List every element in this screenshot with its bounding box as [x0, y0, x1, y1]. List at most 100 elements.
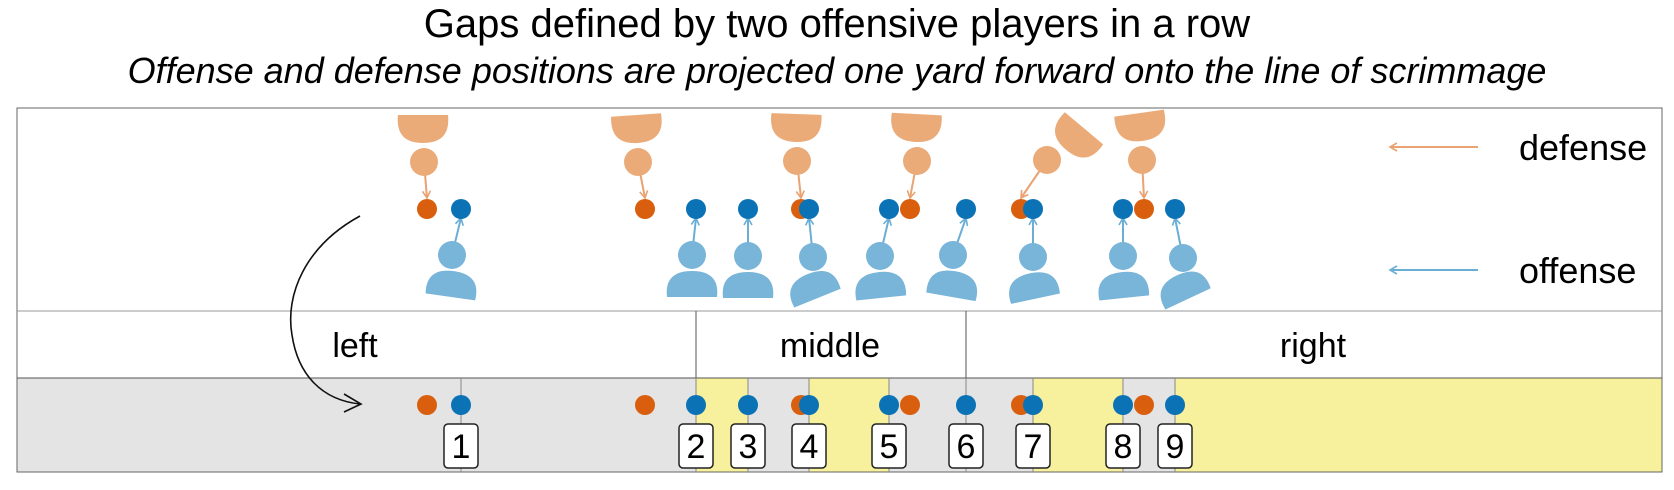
offense-dot — [1113, 199, 1133, 219]
gap-box — [871, 423, 907, 469]
region-label-middle: middle — [780, 327, 880, 365]
gap-box — [443, 423, 479, 469]
offense-head — [1019, 243, 1047, 271]
offense-shoulders — [790, 271, 841, 308]
defense-player — [891, 112, 942, 200]
offense-dot — [879, 395, 899, 415]
offense-dot — [451, 395, 471, 415]
offense-dot — [686, 395, 706, 415]
offense-dot — [1165, 395, 1185, 415]
offense-dot — [799, 199, 819, 219]
gap-number: 9 — [1166, 428, 1185, 466]
defense-dot — [417, 395, 437, 415]
defense-player — [397, 115, 449, 200]
gap-number: 7 — [1024, 428, 1043, 466]
defense-dot — [635, 395, 655, 415]
offense-player — [926, 216, 978, 302]
offense-shoulders — [1009, 272, 1060, 304]
defense-dot — [635, 199, 655, 219]
gap-number: 5 — [880, 428, 899, 466]
offense-head — [939, 241, 967, 269]
defense-dot — [417, 199, 437, 219]
diagram-title: Gaps defined by two offensive players in… — [423, 2, 1251, 46]
defense-head — [410, 148, 438, 176]
panel-frame — [16, 107, 1663, 473]
region-label-left: left — [332, 327, 378, 365]
offense-player — [722, 216, 774, 298]
defense-shoulders — [1114, 109, 1166, 142]
offense-dot — [451, 199, 471, 219]
defense-shoulders — [611, 113, 662, 143]
diagram-subtitle: Offense and defense positions are projec… — [127, 50, 1547, 91]
gap-box — [1105, 423, 1141, 469]
gap-band-yellow-9 — [1175, 378, 1662, 472]
offense-dot — [1165, 199, 1185, 219]
legend-offense-label: offense — [1519, 250, 1636, 291]
defense-shoulders — [771, 113, 822, 142]
legend-defense-label: defense — [1519, 127, 1647, 168]
offense-dot — [956, 395, 976, 415]
defense-dot — [1134, 199, 1154, 219]
offense-dot — [738, 199, 758, 219]
gap-number: 8 — [1114, 428, 1133, 466]
offense-shoulders — [425, 270, 477, 301]
offense-shoulders — [1098, 271, 1150, 301]
projection-arrow — [289, 215, 361, 405]
defense-player — [1114, 109, 1166, 200]
offense-shoulders — [855, 271, 907, 301]
gap-box — [730, 423, 766, 469]
defense-player — [771, 113, 822, 200]
gap-box — [1015, 423, 1051, 469]
defense-dot — [1134, 395, 1154, 415]
defense-head — [1033, 146, 1061, 174]
defense-dot — [900, 395, 920, 415]
region-label-right: right — [1280, 327, 1347, 365]
gap-box — [678, 423, 714, 469]
offense-shoulders — [722, 272, 774, 298]
offense-player — [425, 216, 477, 301]
offense-dot — [799, 395, 819, 415]
defense-head — [903, 147, 931, 175]
offense-shoulders — [666, 271, 718, 297]
gap-number: 1 — [452, 428, 471, 466]
defense-shoulders — [1054, 112, 1104, 158]
offense-player — [855, 216, 907, 301]
defense-player — [1020, 112, 1104, 200]
offense-dot — [956, 199, 976, 219]
defense-head — [783, 147, 811, 175]
offense-head — [438, 241, 466, 269]
offense-dot — [1023, 199, 1043, 219]
defense-shoulders — [397, 115, 449, 143]
offense-dot — [1023, 395, 1043, 415]
defense-player — [611, 113, 662, 200]
offense-head — [734, 242, 762, 270]
offense-player — [1098, 216, 1150, 301]
offense-shoulders — [926, 270, 978, 302]
defense-head — [1128, 146, 1156, 174]
offense-player — [666, 216, 718, 297]
defense-dot — [900, 199, 920, 219]
offense-dot — [738, 395, 758, 415]
gap-box — [948, 423, 984, 469]
defense-head — [624, 148, 652, 176]
offense-player — [790, 216, 841, 308]
gap-number: 2 — [687, 428, 706, 466]
offense-player — [1009, 216, 1060, 304]
gap-number: 4 — [800, 428, 819, 466]
offense-head — [678, 241, 706, 269]
offense-dot — [686, 199, 706, 219]
offense-player — [1160, 216, 1211, 310]
offense-head — [1169, 244, 1197, 272]
offense-shoulders — [1160, 271, 1211, 310]
offense-head — [1109, 242, 1137, 270]
offense-dot — [1113, 395, 1133, 415]
gap-number: 6 — [957, 428, 976, 466]
offense-head — [866, 242, 894, 270]
projection-arrowhead — [343, 393, 363, 413]
gap-box — [1157, 423, 1193, 469]
gap-number: 3 — [739, 428, 758, 466]
offense-dot — [879, 199, 899, 219]
defense-shoulders — [891, 112, 942, 142]
